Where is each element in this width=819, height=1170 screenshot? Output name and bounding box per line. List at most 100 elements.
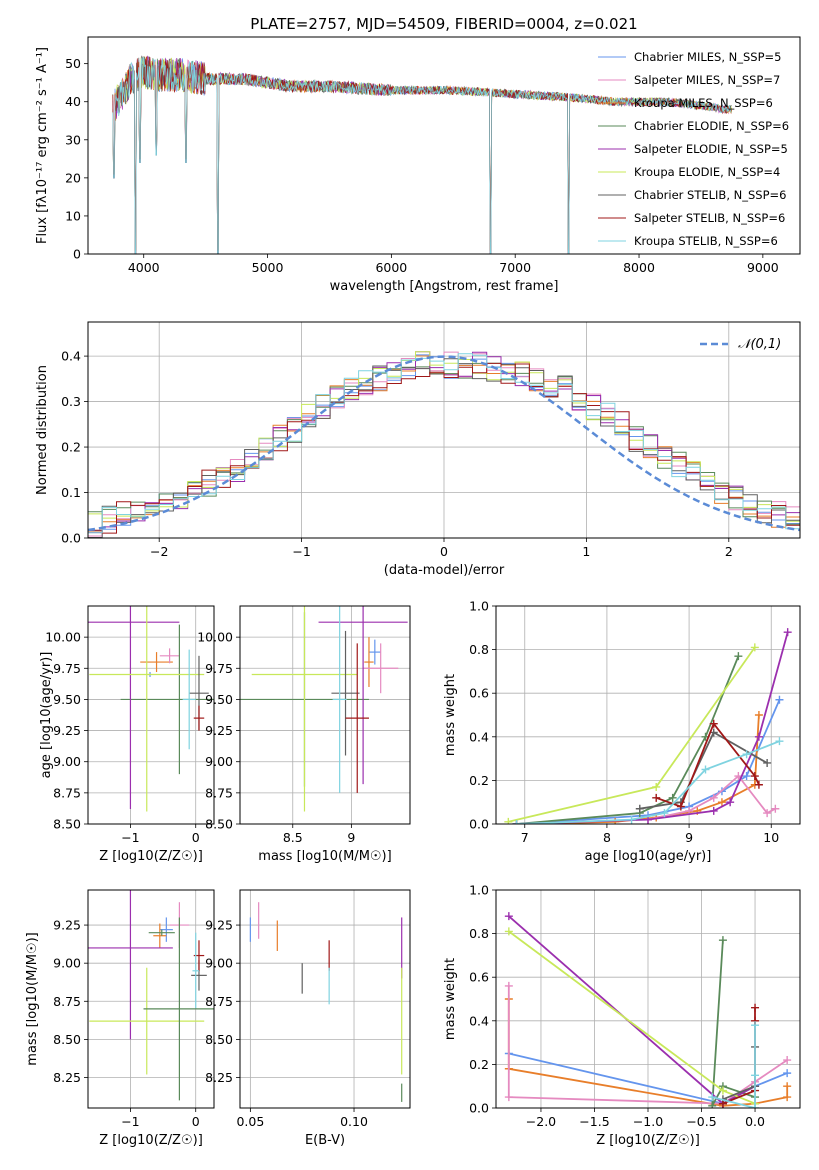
x-tick-label: 7 (521, 830, 529, 845)
plus-marker (668, 793, 677, 802)
x-tick-label: 0.10 (340, 1114, 368, 1129)
histogram-step (88, 353, 800, 538)
mass-weight-line (711, 1025, 756, 1108)
y-axis-label: age [log10(age/yr)] (39, 652, 54, 779)
x-tick-label: 0.0 (745, 1114, 765, 1129)
errorbar-point (120, 624, 214, 775)
legend-entry: Chabrier MILES, N_SSP=5 (634, 50, 781, 64)
x-tick-label: 4000 (128, 260, 160, 275)
plus-marker (783, 1082, 792, 1091)
errorbar-point (153, 923, 167, 948)
x-tick-label: 9000 (747, 260, 779, 275)
mass-weight-line (516, 699, 781, 824)
plus-marker (742, 772, 751, 781)
y-tick-label: 0.0 (469, 817, 489, 832)
legend-entry: Salpeter STELIB, N_SSP=6 (634, 211, 785, 225)
errorbar-point (332, 606, 347, 793)
axes-frame (87, 36, 801, 255)
axes-frame (87, 321, 801, 539)
x-tick-label: −1.5 (579, 1114, 609, 1129)
panel-0: 4000 5000 6000 7000 8000 9000 0 10 20 30 40 50 wavel… (35, 15, 801, 294)
x-tick-label: 0 (192, 830, 200, 845)
x-tick-label: 9 (685, 830, 693, 845)
y-tick-label: 0.6 (469, 686, 489, 701)
panel-1: −2 −1 0 1 2 0.0 0.1 0.2 0.3 0.4 (data-model)/error… (35, 321, 801, 578)
mass-weight-line (647, 774, 776, 821)
plus-marker (504, 1093, 513, 1102)
plus-marker (783, 628, 792, 637)
axes-frame (239, 889, 411, 1109)
plus-marker (718, 936, 727, 945)
panel-4: 7 8 9 10 0.0 0.2 0.4 0.6 0.8 1.0 age [log10(age/yr… (443, 599, 801, 864)
y-tick-label: 0.2 (469, 773, 489, 788)
y-tick-label: 1.0 (469, 599, 489, 614)
errorbar-point (88, 606, 180, 810)
mass-weight-line (711, 940, 756, 1107)
errorbar-point (331, 630, 360, 756)
legend-entry: Kroupa MILES, N_SSP=6 (634, 96, 773, 110)
y-tick-label: 9.25 (205, 723, 233, 738)
x-axis-label: wavelength [Angstrom, rest frame] (330, 279, 559, 294)
plot-area (88, 890, 214, 1101)
plus-marker (708, 1101, 717, 1108)
y-tick-label: 9.75 (205, 661, 233, 676)
y-tick-label: 10.00 (197, 630, 233, 645)
y-tick-label: 40 (65, 94, 81, 109)
plus-marker (708, 1093, 717, 1102)
x-axis-label: mass [log10(M/M☉)] (258, 849, 391, 864)
legend-entry: Chabrier STELIB, N_SSP=6 (634, 188, 786, 202)
plus-marker (783, 1069, 792, 1078)
spectrum-line (112, 56, 732, 254)
plus-marker (660, 809, 669, 818)
plus-marker (504, 817, 513, 824)
x-tick-label: 0 (440, 544, 448, 559)
x-tick-label: 8 (603, 830, 611, 845)
axes-frame (495, 889, 801, 1109)
x-tick-label: 7000 (499, 260, 531, 275)
x-axis-label: (data-model)/error (384, 563, 505, 578)
y-tick-label: 0.3 (61, 394, 81, 409)
x-tick-label: −1 (292, 544, 310, 559)
x-axis-label: age [log10(age/yr)] (585, 849, 712, 864)
plot-area (504, 912, 792, 1108)
errorbar-point (318, 606, 408, 785)
plus-marker (635, 804, 644, 813)
plus-marker (754, 780, 763, 789)
x-tick-label: −1 (121, 1114, 139, 1129)
x-tick-label: −1 (121, 830, 139, 845)
plus-marker (783, 1056, 792, 1065)
gaussian-curve (88, 355, 800, 532)
errorbar-point (140, 652, 173, 673)
panel-2: −1 0 8.50 8.75 9.00 9.25 9.50 9.75 10.00 Z [log10… (39, 605, 215, 864)
x-tick-label: −2 (150, 544, 168, 559)
x-tick-label: 8.5 (283, 830, 303, 845)
panel-6: 0.05 0.10 8.25 8.50 8.75 9.00 9.25 E(B-V) (205, 889, 411, 1148)
plus-marker (775, 737, 784, 746)
legend-entry: Kroupa STELIB, N_SSP=6 (634, 234, 778, 248)
x-tick-label: 1 (582, 544, 590, 559)
y-tick-label: 10.00 (45, 630, 81, 645)
plus-marker (771, 804, 780, 813)
x-tick-label: 0 (192, 1114, 200, 1129)
errorbar-point (88, 890, 173, 1040)
plus-marker (775, 695, 784, 704)
errorbar-point (148, 929, 175, 936)
y-tick-label: 30 (65, 132, 81, 147)
y-axis-label: Flux [fλ10⁻¹⁷ erg cm⁻² s⁻¹ A⁻¹] (35, 47, 50, 244)
y-tick-label: 9.25 (53, 723, 81, 738)
y-tick-label: 0.0 (61, 531, 81, 546)
x-tick-label: 10 (763, 830, 779, 845)
legend-entry: 𝒩(0,1) (738, 337, 781, 352)
errorbar-point (345, 643, 369, 793)
mass-weight-line (516, 714, 760, 824)
legend-entry: Salpeter ELODIE, N_SSP=5 (634, 142, 788, 156)
errorbar-point (89, 967, 205, 1075)
plot-area (240, 606, 408, 812)
errorbar-point (159, 648, 180, 664)
y-tick-label: 9.00 (53, 956, 81, 971)
legend-entry: Salpeter MILES, N_SSP=7 (634, 73, 780, 87)
y-tick-label: 8.75 (205, 785, 233, 800)
x-tick-label: −0.5 (686, 1114, 716, 1129)
y-tick-label: 8.75 (205, 994, 233, 1009)
chart-title: PLATE=2757, MJD=54509, FIBERID=0004, z=0… (250, 15, 637, 33)
